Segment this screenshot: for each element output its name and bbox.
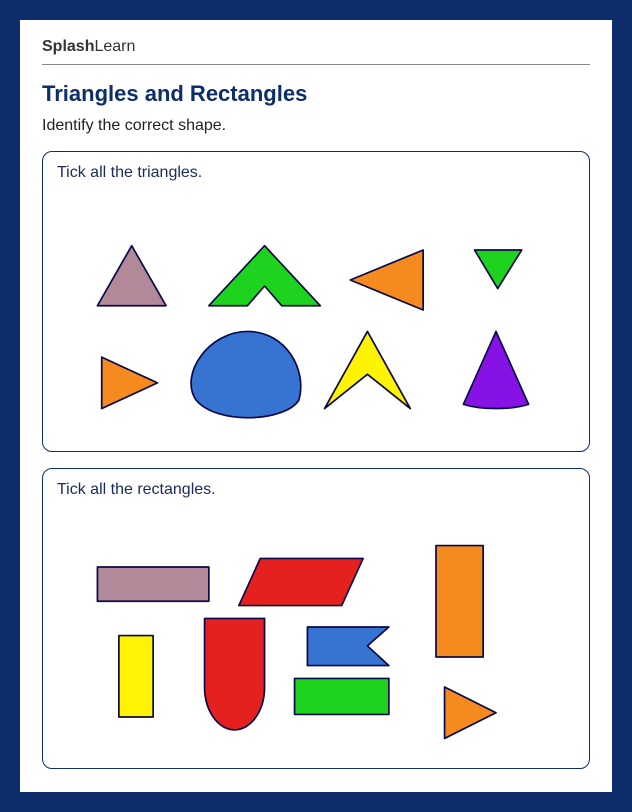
shape-rect-3[interactable] [119, 636, 153, 717]
shape-triangle-0[interactable] [97, 246, 166, 306]
shape-chevronflag-5[interactable] [307, 627, 388, 666]
triangles-prompt: Tick all the triangles. [57, 164, 575, 182]
shape-triangle-2[interactable] [350, 250, 423, 310]
page-subtitle: Identify the correct shape. [42, 117, 590, 135]
rectangles-prompt: Tick all the rectangles. [57, 481, 575, 499]
shape-chevron-1[interactable] [209, 246, 320, 306]
worksheet-page: SplashLearn Triangles and Rectangles Ide… [20, 20, 612, 792]
logo-light: Learn [94, 38, 135, 55]
shape-bullet-4[interactable] [205, 618, 265, 729]
shape-triangle-7[interactable] [445, 687, 496, 738]
shape-rect-0[interactable] [97, 567, 208, 601]
shape-rect-2[interactable] [436, 546, 483, 657]
shape-rect-6[interactable] [295, 678, 389, 714]
shape-parallelogram-1[interactable] [239, 558, 363, 605]
page-title: Triangles and Rectangles [42, 81, 590, 107]
logo-bold: Splash [42, 38, 94, 55]
shape-triangle-4[interactable] [102, 357, 158, 408]
rectangles-box: Tick all the rectangles. [42, 468, 590, 769]
shape-arrow-6[interactable] [325, 331, 411, 408]
rectangles-shapes-area[interactable] [57, 507, 575, 747]
shape-cone-7[interactable] [463, 331, 528, 408]
logo: SplashLearn [42, 38, 590, 65]
triangles-shapes-area[interactable] [57, 190, 575, 430]
shape-blob-5[interactable] [191, 331, 301, 417]
triangles-box: Tick all the triangles. [42, 151, 590, 452]
shape-triangle-3[interactable] [475, 250, 522, 289]
